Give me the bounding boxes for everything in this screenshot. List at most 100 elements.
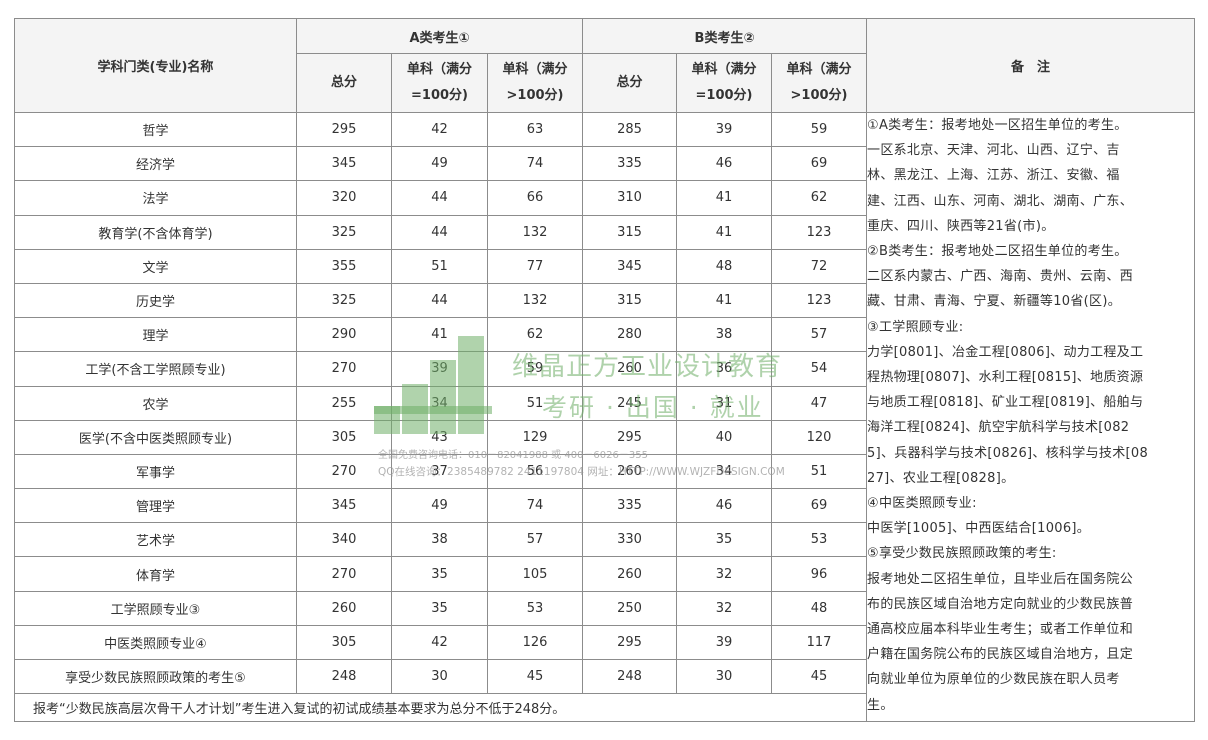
a-single-gt100-header: 单科（满分 >100分) (487, 53, 583, 113)
notes-cell: ①A类考生：报考地处一区招生单位的考生。 一区系北京、天津、河北、山西、辽宁、吉林… (866, 111, 1196, 723)
subject-name-cell: 艺术学 (14, 522, 297, 558)
subject-name-cell: 教育学(不含体育学) (14, 214, 297, 250)
a-single-gt100-cell: 74 (487, 146, 583, 182)
table-row: 教育学(不含体育学) 325 44 132 315 41 123 (14, 214, 1195, 250)
table-row: 哲学 295 42 63 285 39 59 ①A类考生：报考地处一区招生单位的考生。 一区系北… (14, 111, 1196, 723)
subject-name-cell: 享受少数民族照顾政策的考生⑤ (14, 658, 297, 695)
b-single-gt100-cell: 62 (770, 180, 868, 216)
table-row: 理学 290 41 62 280 38 57 (14, 317, 1195, 353)
a-total-cell: 270 (296, 351, 392, 387)
b-single-gt100-cell: 45 (770, 658, 868, 695)
b-total-cell: 280 (582, 317, 677, 353)
subject-name-cell: 工学(不含工学照顾专业) (14, 351, 297, 387)
b-single-gt100-cell: 120 (770, 419, 868, 455)
note-line: 重庆、四川、陕西等21省(市)。 (867, 218, 1055, 234)
b-single-100-cell: 34 (676, 453, 772, 490)
a-single-100-cell: 44 (391, 214, 488, 250)
subject-name-cell: 法学 (14, 180, 297, 216)
b-total-cell: 260 (582, 453, 677, 490)
header-text: >100分) (506, 88, 564, 103)
notes-column-header: 备 注 (866, 18, 1196, 113)
a-single-gt100-cell: 74 (487, 488, 583, 524)
subject-name-cell: 工学照顾专业③ (14, 590, 297, 626)
header-text: =100分) (411, 88, 468, 103)
b-single-gt100-cell: 69 (770, 488, 868, 524)
header-text: =100分) (695, 88, 753, 103)
a-single-100-cell: 44 (391, 180, 488, 216)
b-single-100-cell: 31 (676, 385, 772, 421)
b-total-cell: 295 (582, 624, 677, 661)
b-single-100-cell: 39 (676, 111, 772, 148)
b-single-gt100-cell: 69 (770, 146, 868, 182)
table-row: 艺术学 340 38 57 330 35 53 (14, 522, 1195, 558)
b-single-100-header: 单科（满分 =100分) (676, 53, 772, 113)
note-line: 程热物理[0807]、水利工程[0815]、地质资源 (867, 370, 1144, 386)
a-single-100-cell: 34 (391, 385, 488, 421)
b-total-cell: 260 (582, 556, 677, 592)
a-single-gt100-cell: 129 (487, 419, 583, 455)
a-single-gt100-cell: 59 (487, 351, 583, 387)
b-single-100-cell: 38 (676, 317, 772, 353)
table-row: 法学 320 44 66 310 41 62 (14, 180, 1195, 216)
a-total-cell: 270 (296, 556, 392, 592)
b-single-100-cell: 40 (676, 419, 772, 455)
b-single-gt100-cell: 53 (770, 522, 868, 558)
subject-name-cell: 医学(不含中医类照顾专业) (14, 419, 297, 455)
note-line: ②B类考生：报考地处二区招生单位的考生。 (867, 244, 1128, 260)
subject-name-cell: 哲学 (14, 111, 297, 148)
note-line: 生。 (867, 697, 894, 713)
b-single-gt100-cell: 123 (770, 282, 868, 319)
a-total-cell: 305 (296, 624, 392, 661)
b-total-cell: 260 (582, 351, 677, 387)
b-total-header: 总分 (582, 53, 677, 113)
note-line: ④中医类照顾专业: (867, 496, 977, 512)
table-row: 工学(不含工学照顾专业) 270 39 59 260 36 54 (14, 351, 1195, 387)
a-single-100-cell: 30 (391, 658, 488, 695)
header-row-2: 总分 单科（满分 =100分) 单科（满分 >100分) 总分 单科（满分 =100分… (15, 53, 1195, 113)
b-total-cell: 245 (582, 385, 677, 421)
a-single-gt100-cell: 56 (487, 453, 583, 490)
a-single-100-cell: 35 (391, 556, 488, 592)
a-total-cell: 340 (296, 522, 392, 558)
note-line: 二区系内蒙古、广西、海南、贵州、云南、西 (867, 269, 1134, 285)
b-single-100-cell: 35 (676, 522, 772, 558)
b-total-cell: 248 (582, 658, 677, 695)
b-total-cell: 335 (582, 488, 677, 524)
a-single-100-cell: 39 (391, 351, 488, 387)
subject-column-header: 学科门类(专业)名称 (14, 18, 297, 113)
a-total-cell: 355 (296, 248, 392, 284)
subject-name-cell: 农学 (14, 385, 297, 421)
a-single-100-cell: 49 (391, 488, 488, 524)
header-row-1: 学科门类(专业)名称 A类考生① B类考生② 备 注 (14, 18, 1196, 113)
table-row: 历史学 325 44 132 315 41 123 (14, 282, 1195, 319)
a-single-100-cell: 43 (391, 419, 488, 455)
subject-name-cell: 文学 (14, 248, 297, 284)
a-single-gt100-cell: 132 (487, 282, 583, 319)
b-total-cell: 315 (582, 214, 677, 250)
header-text: 单科（满分 (691, 62, 757, 77)
b-single-gt100-cell: 96 (770, 556, 868, 592)
table-row: 经济学 345 49 74 335 46 69 (14, 146, 1195, 182)
note-line: 通高校应届本科毕业生考生；或者工作单位和 (867, 622, 1134, 638)
a-single-100-cell: 37 (391, 453, 488, 490)
a-single-gt100-cell: 105 (487, 556, 583, 592)
footer-row: 报考“少数民族高层次骨干人才计划”考生进入复试的初试成绩基本要求为总分不低于24… (13, 693, 1195, 723)
b-single-100-cell: 32 (676, 590, 772, 626)
b-total-cell: 335 (582, 146, 677, 182)
group-a-header: A类考生① (296, 18, 583, 54)
a-single-100-cell: 44 (391, 282, 488, 319)
a-single-gt100-cell: 53 (487, 590, 583, 626)
subject-name-cell: 军事学 (14, 453, 297, 490)
subject-name-cell: 经济学 (14, 146, 297, 182)
note-line: 建、江西、山东、河南、湖北、湖南、广东、 (867, 193, 1134, 209)
header-text: 单科（满分 (406, 62, 472, 77)
note-line: 与地质工程[0818]、矿业工程[0819]、船舶与 (867, 395, 1144, 411)
b-single-gt100-cell: 51 (770, 453, 868, 490)
note-line: ①A类考生：报考地处一区招生单位的考生。 (867, 118, 1128, 133)
table-row: 中医类照顾专业④ 305 42 126 295 39 117 (14, 624, 1195, 661)
note-line: 力学[0801]、冶金工程[0806]、动力工程及工 (867, 344, 1144, 360)
table-row: 管理学 345 49 74 335 46 69 (14, 488, 1195, 524)
a-single-gt100-cell: 63 (487, 111, 583, 148)
table-row: 享受少数民族照顾政策的考生⑤ 248 30 45 248 30 45 (14, 658, 1195, 695)
b-single-gt100-cell: 59 (770, 111, 868, 148)
